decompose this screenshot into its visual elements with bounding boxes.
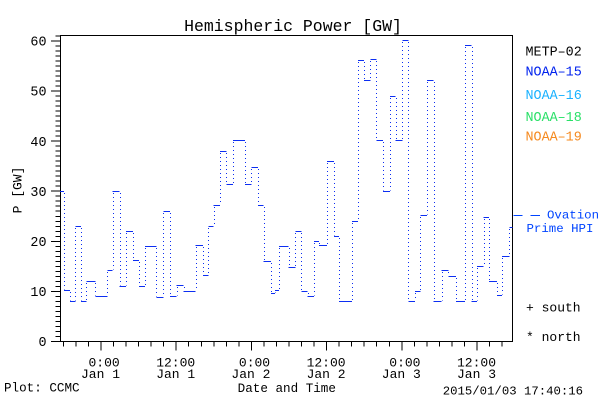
svg-text:50: 50 <box>30 86 46 101</box>
svg-text:2015/01/03 17:40:16: 2015/01/03 17:40:16 <box>443 385 583 399</box>
svg-text:METP–02: METP–02 <box>526 46 582 61</box>
svg-text:20: 20 <box>30 236 46 251</box>
svg-text:0:00: 0:00 <box>389 355 420 370</box>
svg-text:0:00: 0:00 <box>88 355 119 370</box>
svg-text:Jan 1: Jan 1 <box>81 367 120 382</box>
svg-text:Plot: CCMC: Plot: CCMC <box>4 382 80 396</box>
svg-text:0:00: 0:00 <box>239 355 270 370</box>
svg-text:Jan 2: Jan 2 <box>307 367 346 382</box>
svg-text:NOAA–15: NOAA–15 <box>526 66 582 81</box>
svg-text:12:00: 12:00 <box>457 355 496 370</box>
svg-text:Jan 1: Jan 1 <box>156 367 195 382</box>
svg-text:30: 30 <box>30 186 46 201</box>
svg-text:NOAA–16: NOAA–16 <box>526 89 582 104</box>
svg-text:Prime HPI: Prime HPI <box>527 222 594 236</box>
svg-text:* north: * north <box>526 330 581 345</box>
svg-text:60: 60 <box>30 36 46 51</box>
svg-text:12:00: 12:00 <box>156 355 195 370</box>
svg-text:Date and Time: Date and Time <box>238 382 336 396</box>
svg-text:Jan 3: Jan 3 <box>457 367 496 382</box>
svg-text:Jan 3: Jan 3 <box>382 367 421 382</box>
svg-text:12:00: 12:00 <box>307 355 346 370</box>
svg-text:Ovation: Ovation <box>547 209 599 223</box>
svg-text:Jan 2: Jan 2 <box>231 367 270 382</box>
svg-text:Hemispheric Power [GW]: Hemispheric Power [GW] <box>184 17 402 36</box>
svg-text:40: 40 <box>30 136 46 151</box>
svg-text:NOAA–19: NOAA–19 <box>526 130 582 145</box>
svg-text:10: 10 <box>30 286 46 301</box>
svg-text:NOAA–18: NOAA–18 <box>526 111 582 126</box>
svg-text:+ south: + south <box>526 301 581 316</box>
svg-text:P [GW]: P [GW] <box>11 167 26 214</box>
svg-text:0: 0 <box>38 336 46 351</box>
